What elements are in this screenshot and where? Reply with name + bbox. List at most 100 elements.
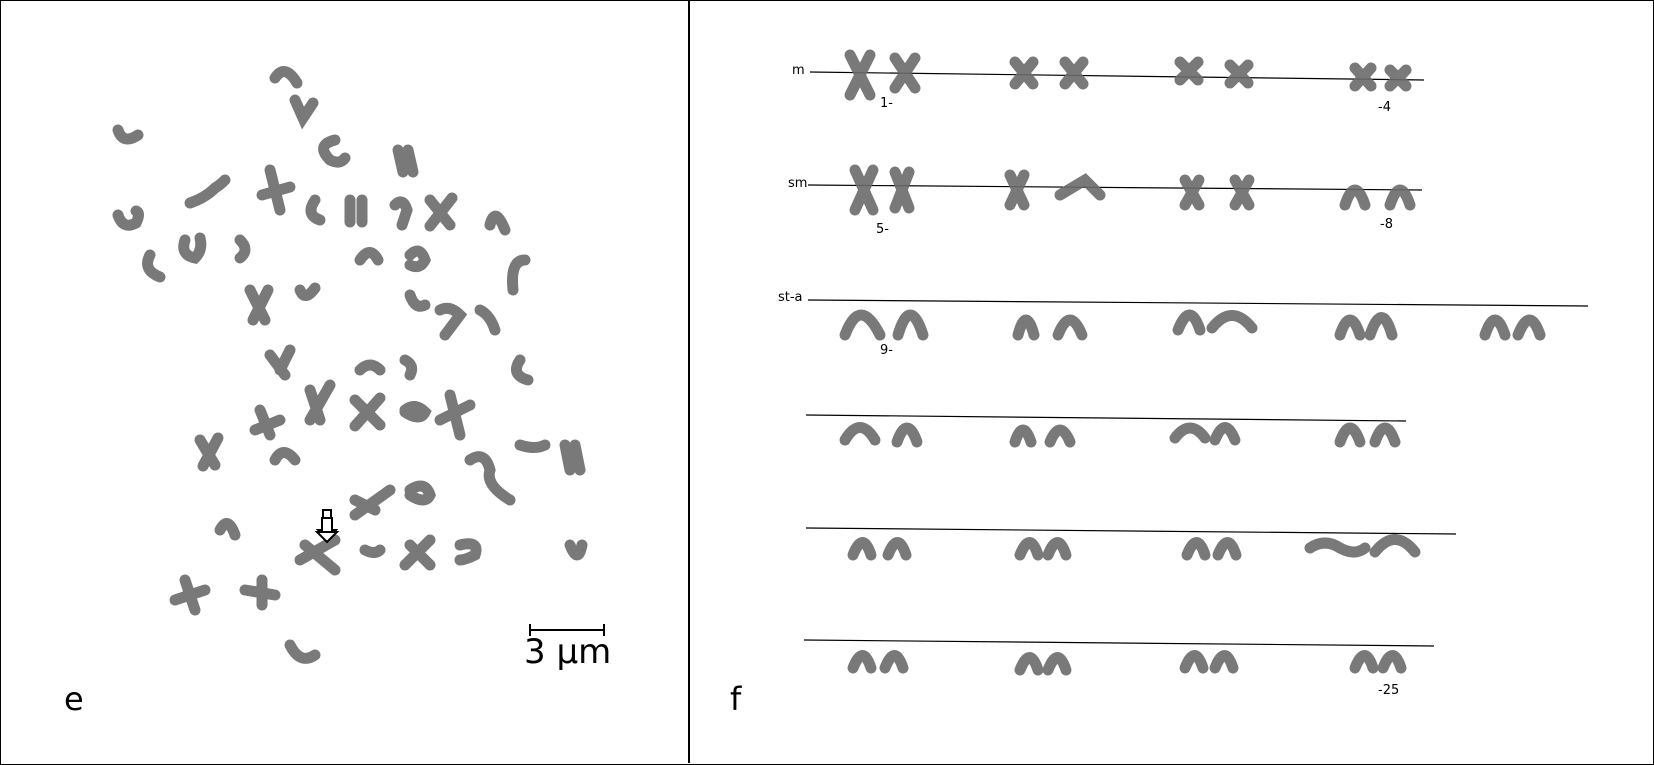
- chromosome: [847, 650, 877, 674]
- chromosome: [1334, 314, 1366, 341]
- chromosome: [1012, 314, 1040, 341]
- chromosome: [484, 210, 511, 236]
- chromosome: [464, 451, 516, 506]
- chromosome: [879, 650, 909, 674]
- chromosome: [1209, 650, 1239, 674]
- chromosome: [424, 192, 458, 232]
- metaphase-spread: [112, 66, 605, 664]
- panel-f-karyotype: m sm st-a 1- -4 5- -8 9- -25 f: [690, 0, 1652, 763]
- chromosome: [434, 389, 476, 441]
- chromosome: [844, 49, 876, 101]
- chromosome: [1212, 537, 1242, 561]
- chromosome: [399, 354, 418, 381]
- chromosome: [359, 544, 386, 558]
- chromosome: [404, 480, 436, 506]
- chromosome: [1044, 424, 1076, 448]
- chromosome: [1512, 314, 1546, 341]
- chromosome: [847, 537, 877, 561]
- chromosome: [1224, 59, 1254, 89]
- chromosome: [392, 144, 419, 178]
- chromosome: [1479, 314, 1511, 341]
- chromosome: [305, 194, 326, 226]
- chromosome: [1369, 534, 1421, 558]
- scale-bar: [529, 624, 605, 636]
- chromosome: [269, 66, 303, 89]
- chromosome: [354, 359, 386, 376]
- panel-e-metaphase: 3 µm e: [0, 0, 690, 763]
- panel-letter-f: f: [730, 680, 742, 718]
- chromosome: [1174, 56, 1204, 86]
- chromosome: [239, 574, 281, 611]
- chromosome: [112, 205, 144, 231]
- chromosome: [184, 174, 231, 209]
- chromosome: [354, 247, 384, 266]
- chromosome: [178, 232, 207, 264]
- row-label-st-a: st-a: [778, 290, 803, 305]
- chromosome: [892, 309, 929, 341]
- chromosome: [839, 422, 881, 446]
- chromosome: [169, 574, 211, 616]
- chromosome: [882, 537, 912, 561]
- karyotype: [803, 49, 1589, 676]
- chromosome: [1052, 314, 1088, 341]
- chromosome: [142, 249, 166, 283]
- pair-number: 1-: [880, 96, 893, 111]
- chromosome: [349, 484, 396, 521]
- chromosome: [839, 309, 886, 341]
- chromosome: [1369, 422, 1401, 448]
- pair-number: 9-: [880, 343, 893, 358]
- chromosome: [1349, 62, 1377, 92]
- pair-number: -4: [1378, 100, 1391, 115]
- chromosome: [1304, 537, 1371, 558]
- chromosome: [1229, 174, 1255, 211]
- chromosome: [1339, 184, 1371, 211]
- pair-number: -8: [1380, 217, 1393, 232]
- chromosome: [1181, 537, 1211, 561]
- chromosome: [294, 282, 321, 301]
- chromosome: [289, 94, 319, 130]
- chromosome: [434, 302, 468, 341]
- chromosome: [1009, 424, 1037, 448]
- chromosome: [214, 518, 241, 541]
- row-label-m: m: [792, 63, 805, 78]
- chromosome: [889, 52, 921, 94]
- chromosome: [1009, 56, 1039, 90]
- chromosome: [284, 639, 321, 664]
- chromosome: [234, 234, 251, 264]
- chromosome: [1059, 56, 1089, 90]
- chromosome: [1179, 650, 1209, 674]
- chromosome: [454, 538, 482, 566]
- chromosome: [1209, 422, 1241, 446]
- chromosome: [399, 401, 432, 423]
- chromosome: [244, 284, 274, 326]
- chromosome: [891, 422, 923, 448]
- chromosome: [399, 534, 436, 571]
- pair-number: -25: [1378, 683, 1400, 698]
- chromosome: [269, 447, 301, 466]
- chromosome: [112, 124, 144, 145]
- chromosome: [304, 379, 336, 426]
- chromosome: [318, 134, 351, 168]
- pair-number: 5-: [876, 222, 889, 237]
- chromosome: [349, 392, 386, 432]
- arrow-marker: [314, 509, 340, 544]
- chromosome: [1334, 422, 1366, 448]
- chromosome: [849, 164, 879, 216]
- panel-letter-e: e: [64, 680, 84, 718]
- row-lines: [803, 71, 1589, 647]
- chromosome: [1172, 309, 1206, 336]
- chromosome: [1169, 422, 1211, 444]
- chromosome: [1014, 537, 1044, 561]
- row-label-sm: sm: [788, 176, 808, 191]
- chromosome: [514, 439, 551, 453]
- chromosome: [404, 289, 431, 312]
- chromosome: [1042, 652, 1072, 676]
- chromosome: [1004, 169, 1030, 211]
- chromosome: [294, 534, 341, 576]
- chromosome: [1206, 310, 1258, 334]
- chromosome: [474, 304, 501, 336]
- chromosome: [889, 166, 915, 214]
- chromosome: [389, 196, 413, 231]
- chromosome: [404, 245, 431, 273]
- chromosome: [1384, 64, 1412, 92]
